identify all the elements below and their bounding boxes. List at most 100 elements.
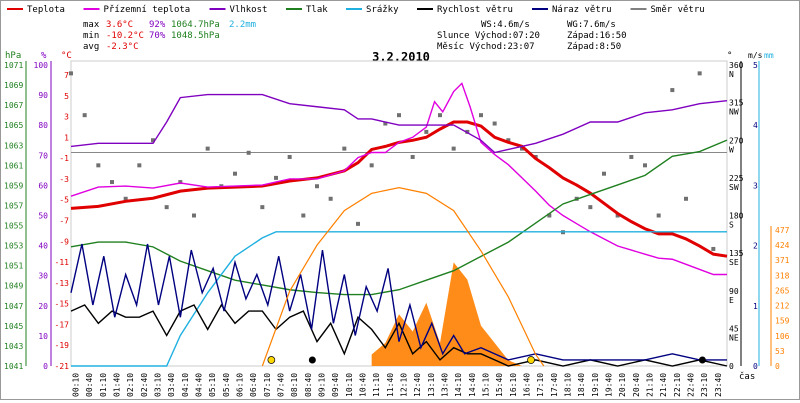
time-tick: 17:40 <box>550 373 559 397</box>
ax-pct-tick: 40 <box>38 242 48 251</box>
time-tick: 09:40 <box>331 373 340 397</box>
ax-hpa-tick: 1059 <box>4 181 23 190</box>
wind-gust-info: WG:7.6m/s <box>567 20 616 30</box>
pressure-axis: 1071 1069 1067 1065 1063 1061 1059 1057 1055 1053… <box>4 61 23 371</box>
time-tick: 08:10 <box>290 373 299 397</box>
solar-axis: 477 424 371 318 265 212 159 106 53 0 <box>775 226 790 371</box>
ax-hpa-tick: 1045 <box>4 322 23 331</box>
time-tick: 03:40 <box>167 373 176 397</box>
plot-area <box>69 60 728 367</box>
ax-temp-tick: 3 <box>64 113 69 122</box>
ax-pct-tick: 30 <box>38 272 48 281</box>
time-tick: 21:10 <box>646 373 655 397</box>
ax-dir-tick: 270 <box>729 136 744 145</box>
ax-temp-tick: -11 <box>55 258 70 267</box>
wind-direction-point <box>137 163 142 168</box>
legend-item-label: Teplota <box>27 5 65 15</box>
ax-solar-tick: 212 <box>775 302 790 311</box>
wind-direction-point <box>192 213 196 218</box>
ax-hpa-tick: 1051 <box>4 262 23 271</box>
ax-temp-tick: -19 <box>55 341 70 350</box>
stats-avg-temp: -2.3°C <box>106 42 139 52</box>
wind-direction-point <box>711 246 716 251</box>
mm-unit: mm <box>764 51 774 60</box>
time-tick: 16:40 <box>523 373 532 397</box>
stats-max-label: max <box>83 20 100 30</box>
time-tick: 00:40 <box>85 373 94 397</box>
legend-item-label: Srážky <box>366 5 399 15</box>
wind-direction-point <box>506 138 511 143</box>
time-tick: 18:10 <box>564 373 573 397</box>
ax-temp-tick: -9 <box>59 237 69 246</box>
ax-temp-tick: -1 <box>59 154 69 163</box>
time-tick: 03:10 <box>154 373 163 397</box>
wind-direction-point <box>697 71 702 76</box>
wind-direction-point <box>451 146 456 151</box>
ax-hpa-tick: 1067 <box>4 101 23 110</box>
ax-temp-tick: -15 <box>55 300 70 309</box>
temperature-axis: 7 5 3 1 -1 -3 -5 -7 -9 -11 -13 -15 -17 -19 -21 <box>55 71 70 371</box>
ax-hpa-tick: 1071 <box>4 61 23 70</box>
time-tick: 14:10 <box>454 373 463 397</box>
stats-min-hum: 70% <box>149 31 166 41</box>
ms-unit: m/s <box>748 51 763 60</box>
ax-pct-tick: 80 <box>38 121 48 130</box>
wind-direction-point <box>178 180 183 185</box>
wind-direction-point <box>301 213 306 218</box>
time-tick: 10:10 <box>345 373 354 397</box>
wind-direction-point <box>438 113 442 118</box>
ax-dir-tick: 135 <box>729 249 744 258</box>
wind-direction-point <box>110 180 114 185</box>
ax-dir-tick: 225 <box>729 174 744 183</box>
dir-label: SW <box>729 183 739 192</box>
stats-max-hum: 92% <box>149 20 166 30</box>
ax-solar-tick: 159 <box>775 317 790 326</box>
stats-block: max 3.6°C 92% 1064.7hPa 2.2mm min -10.2°… <box>83 20 256 52</box>
ax-temp-tick: 7 <box>64 71 69 80</box>
ax-pct-tick: 50 <box>38 212 48 221</box>
series-line-5 <box>70 303 728 367</box>
time-tick: 15:10 <box>482 373 491 397</box>
wind-direction-point <box>615 213 620 218</box>
time-tick: 05:40 <box>222 373 231 397</box>
wind-direction-point <box>287 154 292 159</box>
ax-solar-tick: 106 <box>775 332 790 341</box>
wind-speed-axis: 5 4 3 2 1 0 <box>753 61 758 371</box>
legend-item-label: Rychlost větru <box>437 5 513 15</box>
wind-direction-point <box>643 163 647 168</box>
wind-direction-point <box>410 154 415 159</box>
series-line-0 <box>70 120 728 258</box>
stats-max-press: 1064.7hPa <box>171 20 220 30</box>
ax-solar-tick: 318 <box>775 271 790 280</box>
wind-direction-point <box>233 171 237 176</box>
stats-max-temp: 3.6°C <box>106 20 133 30</box>
ax-solar-tick: 53 <box>775 347 785 356</box>
ax-ms-tick: 0 <box>753 362 758 371</box>
time-tick: 20:40 <box>632 373 641 397</box>
wind-direction-point <box>479 113 483 118</box>
wind-direction-point <box>547 213 552 218</box>
dir-label: NW <box>729 108 739 117</box>
ax-hpa-tick: 1053 <box>4 242 23 251</box>
wind-direction-point <box>328 196 333 201</box>
wind-direction-point <box>69 71 73 76</box>
dir-label: NE <box>729 333 739 342</box>
wind-direction-point <box>164 205 169 210</box>
ax-temp-tick: -21 <box>55 362 70 371</box>
time-tick: 16:10 <box>509 373 518 397</box>
time-tick: 04:40 <box>195 373 204 397</box>
wind-direction-point <box>383 121 388 126</box>
astro-info: WS:4.6m/s WG:7.6m/s Slunce Východ:07:20 … <box>437 20 627 52</box>
ax-temp-tick: -3 <box>59 175 69 184</box>
time-tick: 22:40 <box>687 373 696 397</box>
ax-pct-tick: 10 <box>38 332 48 341</box>
time-axis: 00:10 00:40 01:10 01:40 02:10 02:40 03:10 03:40… <box>72 373 723 397</box>
wind-direction-point <box>397 113 401 118</box>
ax-temp-tick: -5 <box>59 196 69 205</box>
ax-hpa-tick: 1065 <box>4 121 23 130</box>
time-tick: 05:10 <box>208 373 217 397</box>
ax-temp-tick: 1 <box>64 133 69 142</box>
moonrise-marker <box>698 356 706 364</box>
wind-direction-point <box>670 88 675 93</box>
ax-dir-tick: 360 <box>729 61 744 70</box>
